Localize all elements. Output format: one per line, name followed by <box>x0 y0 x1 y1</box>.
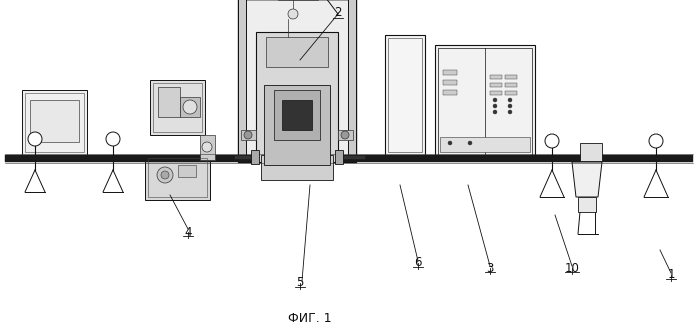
Circle shape <box>28 132 42 146</box>
Bar <box>443 80 457 85</box>
Bar <box>22 90 87 155</box>
Bar <box>490 83 502 87</box>
Bar <box>443 70 457 75</box>
Bar <box>266 37 328 67</box>
Bar <box>261 155 333 180</box>
Text: ФИГ. 1: ФИГ. 1 <box>288 312 332 325</box>
Text: 10: 10 <box>565 262 579 275</box>
Circle shape <box>468 141 472 145</box>
Circle shape <box>493 110 497 114</box>
Bar <box>153 83 202 132</box>
Circle shape <box>106 132 120 146</box>
Circle shape <box>508 98 512 102</box>
Circle shape <box>183 100 197 114</box>
Bar <box>490 75 502 79</box>
Text: 4: 4 <box>184 225 192 238</box>
Text: 3: 3 <box>487 262 493 275</box>
Bar <box>256 32 338 162</box>
Bar <box>505 83 517 87</box>
Bar <box>438 48 532 155</box>
Circle shape <box>545 134 559 148</box>
Bar <box>264 85 330 165</box>
Circle shape <box>341 131 349 139</box>
Bar <box>30 100 79 142</box>
Bar <box>25 93 84 152</box>
Circle shape <box>157 167 173 183</box>
Bar <box>178 165 196 177</box>
Circle shape <box>649 134 663 148</box>
Text: 6: 6 <box>414 257 422 270</box>
Bar <box>505 91 517 95</box>
Bar <box>385 35 425 155</box>
Bar <box>5 155 693 162</box>
Bar <box>388 38 422 152</box>
Bar <box>145 155 210 200</box>
Bar <box>241 0 353 159</box>
Bar <box>238 0 356 162</box>
Bar <box>241 130 256 140</box>
Circle shape <box>493 104 497 108</box>
Bar <box>338 130 353 140</box>
Circle shape <box>508 104 512 108</box>
Bar <box>348 0 356 162</box>
Bar <box>251 150 259 164</box>
Bar <box>150 80 205 135</box>
Bar <box>440 137 530 152</box>
Bar <box>490 91 502 95</box>
Circle shape <box>161 171 169 179</box>
Circle shape <box>288 9 298 19</box>
Text: 2: 2 <box>334 5 342 18</box>
Bar <box>158 87 180 117</box>
Text: 1: 1 <box>667 269 675 282</box>
Circle shape <box>448 141 452 145</box>
Bar <box>435 45 535 155</box>
Bar <box>443 90 457 95</box>
Bar <box>580 143 602 161</box>
Bar <box>274 90 320 140</box>
Bar <box>282 100 312 130</box>
Bar <box>200 135 215 160</box>
Circle shape <box>202 142 212 152</box>
Bar <box>238 0 246 162</box>
Circle shape <box>493 98 497 102</box>
Bar <box>148 158 207 197</box>
Bar <box>180 97 200 117</box>
Bar <box>335 150 343 164</box>
Circle shape <box>244 131 252 139</box>
Bar <box>505 75 517 79</box>
Polygon shape <box>572 162 602 197</box>
Circle shape <box>508 110 512 114</box>
Text: 5: 5 <box>297 277 304 290</box>
Bar <box>578 197 596 212</box>
